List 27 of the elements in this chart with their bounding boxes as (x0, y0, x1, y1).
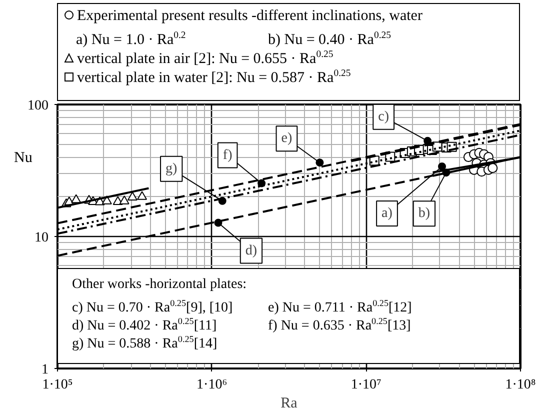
annotation: e) (281, 131, 292, 146)
x-tick-label: 1·10⁶ (196, 378, 228, 392)
annotation: c) Nu = 0.70 · Ra$^{0.25}$[9], [10] (72, 297, 233, 317)
x-tick-label: 1·10⁸ (505, 378, 536, 392)
x-tick-label: 1·10⁷ (350, 378, 382, 392)
annotation: d) (245, 243, 258, 258)
annotation: e) Nu = 0.711 · Ra$^{0.25}$[12] (268, 297, 412, 317)
annotation: c) (378, 109, 390, 124)
annotation: f) Nu = 0.635 · Ra$^{0.25}$[13] (268, 316, 411, 334)
legend-label: Experimental present results -different inclinations, water (76, 8, 422, 25)
annotation: a) (382, 206, 393, 222)
y-tick-label: 10 (34, 230, 48, 246)
y-axis-title: Nu (14, 150, 32, 167)
text: b) Nu = 0.40 · Ra$^{0.25}$ (268, 30, 392, 48)
y-tick-label: 1 (42, 362, 48, 378)
annotation: g) Nu = 0.588 · Ra$^{0.25}$[14] (72, 334, 218, 352)
x-tick-label: 1·10⁵ (42, 378, 73, 392)
annotation: f) (222, 148, 233, 163)
text: a) Nu = 1.0 · Ra$^{0.2}$ (76, 30, 186, 48)
annotation: d) Nu = 0.402 · Ra$^{0.25}$[11] (72, 316, 217, 334)
annotation: b) (418, 206, 430, 222)
annotation: g) (166, 161, 178, 176)
legend-label: vertical plate in water [2]: Nu = 0.587 · Ra$^{0.25}$ (77, 68, 351, 86)
y-tick-label: 100 (28, 98, 48, 114)
annotation: Other works -horizontal plates: (72, 277, 247, 293)
legend-label: vertical plate in air [2]: Nu = 0.655 · Ra$^{0.25}$ (77, 49, 334, 67)
x-axis-title: Ra (280, 396, 298, 412)
